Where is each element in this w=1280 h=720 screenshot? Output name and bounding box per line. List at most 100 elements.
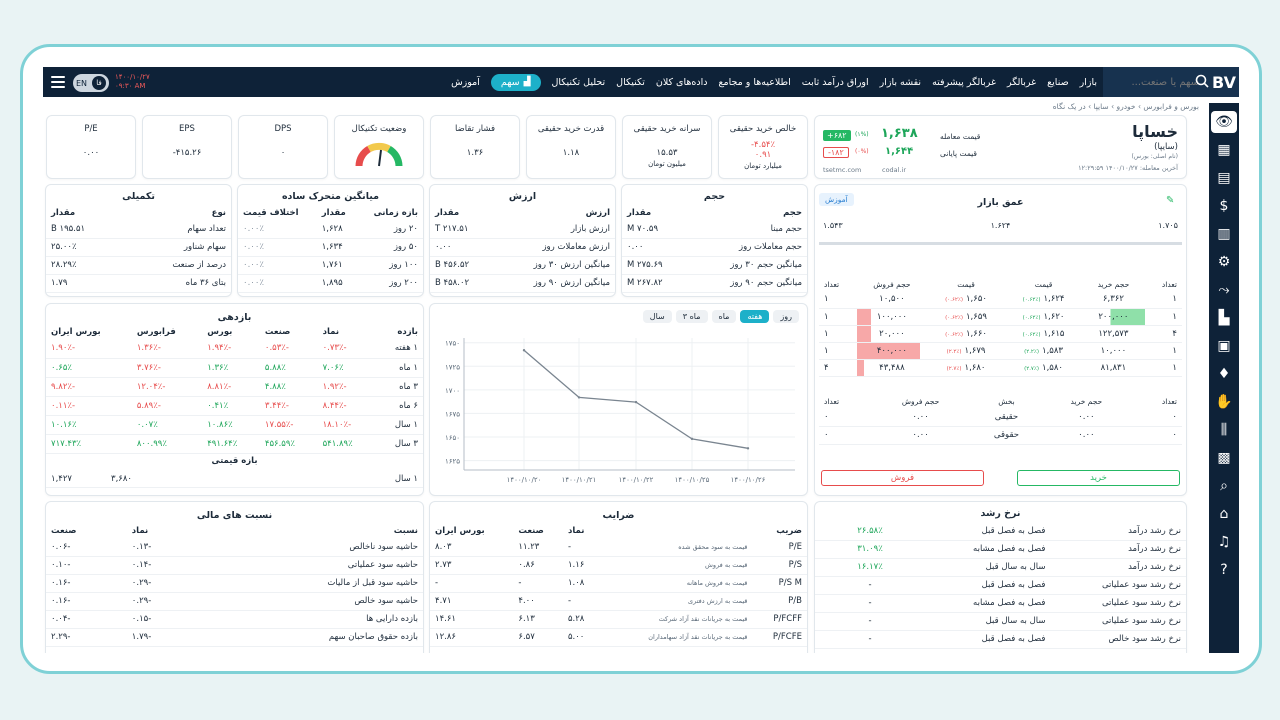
column-header[interactable]: نماد <box>131 526 149 536</box>
order-row[interactable]: ۱ ۲۰۰,۰۰۰ ۱,۶۲۰(۰.۶۲٪) ۱,۶۵۹(۰.۶۲٪) ۱۰۰,۰۰۰ ۱ <box>819 308 1182 326</box>
buy-button[interactable]: خرید <box>1017 470 1180 486</box>
sell-button[interactable]: فروش <box>821 470 984 486</box>
dollar-icon[interactable]: $ <box>1219 198 1229 214</box>
menu-item[interactable]: غربالگر پیشرفته <box>932 76 996 88</box>
ask-percent: (۰.۶۲٪) <box>945 297 963 304</box>
column-header[interactable]: حجم خرید <box>1070 396 1103 406</box>
bank-icon[interactable]: ⌂ <box>1219 506 1229 522</box>
breadcrumb[interactable]: بورس و فرابورس › خودرو › سایپا › در یک ن… <box>1052 102 1199 111</box>
column-header[interactable]: بخش <box>998 396 1015 406</box>
search-chart-icon[interactable]: ⌕ <box>1220 478 1228 494</box>
column-header[interactable]: بورس ایران <box>435 526 485 536</box>
column-header[interactable]: صنعت <box>518 526 544 536</box>
edit-icon[interactable]: ✎ <box>1166 195 1175 206</box>
price-point[interactable] <box>522 349 526 352</box>
order-row[interactable]: ۱ ۶,۳۶۲ ۱,۶۲۴(۰.۶۲٪) ۱,۶۵۰(۰.۶۲٪) ۱۰,۵۰۰ ۱ <box>819 291 1182 309</box>
column-header[interactable]: تعداد <box>1161 279 1177 289</box>
table-cell: -۰.۰۴ <box>46 610 127 629</box>
column-header[interactable]: نسبت <box>393 526 418 536</box>
column-header[interactable]: بورس ایران <box>51 327 101 337</box>
column-header[interactable]: قیمت <box>957 279 975 289</box>
bar-chart-icon[interactable]: ▥ <box>1217 226 1231 242</box>
menu-item[interactable]: اوراق درآمد ثابت <box>801 76 869 88</box>
calculator-icon[interactable]: ▦ <box>1217 142 1231 158</box>
eye-icon[interactable]: 👁 <box>1211 111 1237 133</box>
factory-icon[interactable]: ▙ <box>1218 310 1230 326</box>
order-row[interactable]: ۱ ۱۰,۰۰۰ ۱,۵۸۳(۲.۲٪) ۱,۶۷۹(۲.۲٪) ۴۰۰,۰۰۰ ۱ <box>819 342 1182 360</box>
menu-item[interactable]: تکنیکال <box>616 76 645 88</box>
column-header[interactable]: تعداد <box>1161 396 1177 406</box>
codal-link[interactable]: codal.ir <box>882 166 907 174</box>
column-header[interactable]: فرابورس <box>136 327 176 337</box>
column-header[interactable]: مقدار <box>51 208 76 218</box>
column-header[interactable]: حجم فروش <box>873 279 911 289</box>
network-icon[interactable]: ⚙ <box>1217 254 1231 270</box>
table-cell: فصل به فصل قبل <box>925 576 1051 595</box>
chart-tab[interactable]: سال <box>642 310 672 323</box>
column-header[interactable]: اختلاف قیمت <box>243 208 299 218</box>
search-input[interactable] <box>1119 72 1199 92</box>
heatmap-icon[interactable]: ▩ <box>1217 450 1231 466</box>
building-icon[interactable]: ▣ <box>1217 338 1231 354</box>
column-header[interactable]: صنعت <box>51 526 77 536</box>
table-cell: -۰.۱۴ <box>126 556 194 575</box>
language-toggle[interactable]: EN فا <box>73 74 109 92</box>
table-row: نرخ رشد سود عملیاتی فصل به فصل مشابه - <box>815 594 1186 613</box>
order-row[interactable]: ۴ ۱۲۲,۵۷۳ ۱,۶۱۵(۰.۶۲٪) ۱,۶۶۰(۰.۶۲٪) ۲۰,۰۰۰ ۱ <box>819 325 1182 343</box>
report-icon[interactable]: ▤ <box>1217 170 1231 186</box>
column-header[interactable]: نوع <box>211 208 226 218</box>
menu-item[interactable]: تحلیل تکنیکال <box>551 76 606 88</box>
handshake-icon[interactable]: ✋ <box>1215 394 1233 410</box>
column-header[interactable]: تعداد <box>824 396 840 406</box>
bell-icon[interactable]: ♫ <box>1217 534 1231 550</box>
menu-item[interactable]: داده‌های کلان <box>655 76 708 88</box>
education-button[interactable]: آموزش <box>819 193 854 206</box>
column-header[interactable]: نماد <box>567 526 585 536</box>
column-header[interactable]: حجم فروش <box>901 396 940 406</box>
tsetmc-link[interactable]: tsetmc.com <box>823 166 862 174</box>
menu-item[interactable]: بازار <box>1079 76 1097 88</box>
chart-tab[interactable]: روز <box>773 310 799 323</box>
column-header[interactable]: مقدار <box>435 208 460 218</box>
column-header[interactable]: تعداد <box>824 279 840 289</box>
menu-item[interactable]: آموزش <box>451 76 480 88</box>
order-row[interactable]: ۱ ۸۱,۸۳۱ ۱,۵۸۰(۲.۷٪) ۱,۶۸۰(۲.۷٪) ۴۳,۴۸۸ ۴ <box>819 359 1182 377</box>
price-point[interactable] <box>634 400 638 404</box>
price-point[interactable] <box>746 447 750 450</box>
column-header[interactable]: بازده <box>397 327 418 337</box>
price-point[interactable] <box>577 396 581 399</box>
y-tick-label: ۱۶۵۰ <box>445 434 460 442</box>
price-point[interactable] <box>690 437 694 441</box>
chart-tab[interactable]: هفته <box>740 310 770 323</box>
column-header[interactable]: ارزش <box>585 208 610 218</box>
column-header[interactable]: مقدار <box>321 208 346 218</box>
help-icon[interactable]: ? <box>1220 562 1228 578</box>
menu-item-stock[interactable]: سهم ▟ <box>490 73 541 91</box>
menu-item[interactable]: صنایع <box>1047 76 1069 88</box>
candlestick-icon[interactable]: ⫼ <box>1220 422 1228 438</box>
table-cell: ۴۳,۴۸۸ <box>856 359 928 377</box>
hamburger-menu-icon[interactable] <box>51 76 65 88</box>
column-header[interactable]: مقدار <box>627 208 652 218</box>
brand-logo[interactable]: BV <box>1212 72 1236 92</box>
column-header[interactable]: ضریب <box>776 526 802 536</box>
column-header[interactable]: صنعت <box>264 327 291 337</box>
menu-item[interactable]: نقشه بازار <box>879 76 922 88</box>
menu-item[interactable]: غربالگر <box>1006 76 1037 88</box>
chart-tab[interactable]: ماه <box>711 310 737 323</box>
search-icon[interactable] <box>1195 74 1209 88</box>
route-icon[interactable]: ⤳ <box>1218 282 1230 298</box>
column-header[interactable]: حجم خرید <box>1097 279 1130 289</box>
column-header[interactable]: حجم <box>783 208 802 218</box>
cell-value: ۱,۵۸۰ <box>1042 362 1063 373</box>
chart-tab[interactable]: ۳ ماه <box>675 310 708 323</box>
column-header[interactable]: نماد <box>322 327 340 337</box>
menu-item[interactable]: اطلاعیه‌ها و مجامع <box>718 76 791 88</box>
column-header[interactable]: قیمت <box>1034 279 1053 289</box>
y-tick-label: ۱۶۷۵ <box>445 410 460 418</box>
multiples-card: ضرایب ضریب نماد صنعت بورس ایران P/E قیمت به س… <box>429 501 808 653</box>
money-bag-icon[interactable]: ♦ <box>1217 366 1231 382</box>
column-header[interactable]: بازه زمانی <box>373 208 418 218</box>
column-header[interactable]: بورس <box>207 327 233 337</box>
table-cell: قیمت به ارزش دفتری <box>599 592 753 611</box>
